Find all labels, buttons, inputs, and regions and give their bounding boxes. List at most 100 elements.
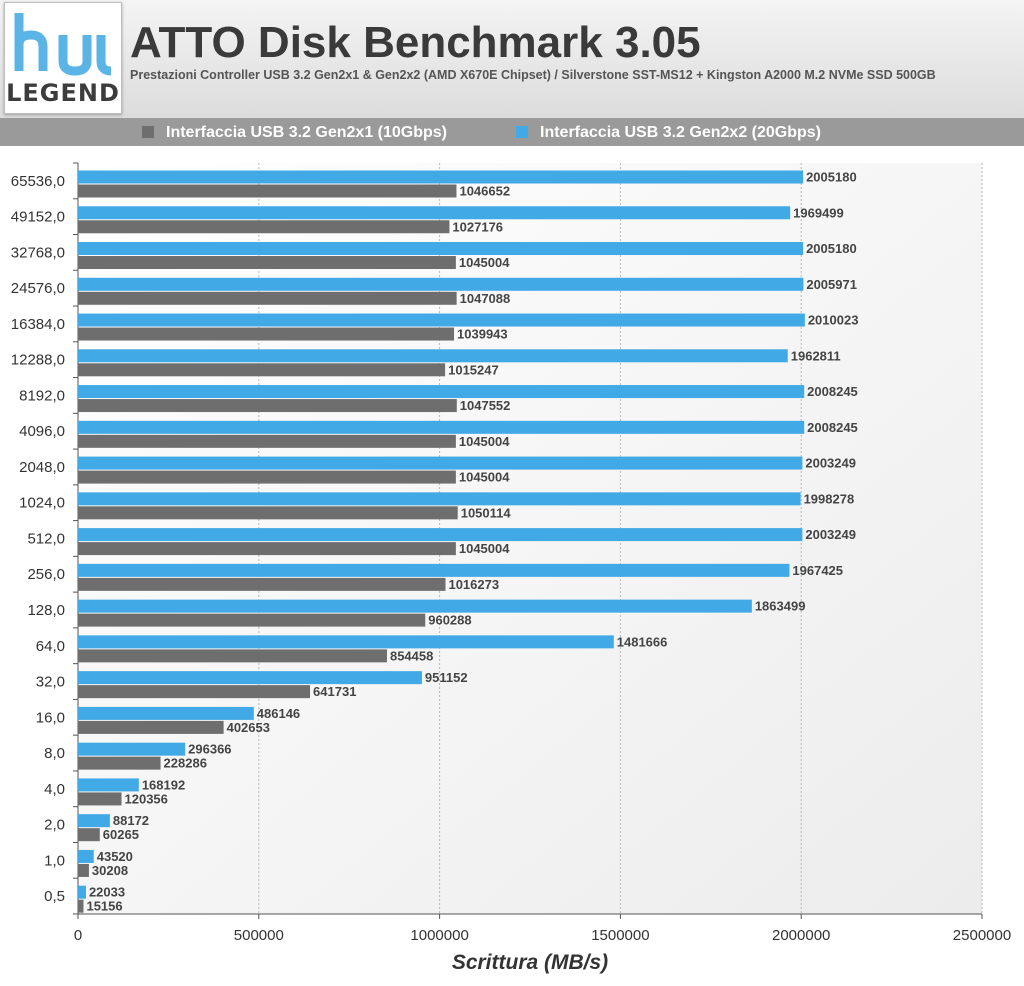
y-tick-label: 16,0 [36, 709, 65, 726]
legend-swatch-gen2x2 [516, 126, 528, 138]
data-label-gen2x1: 1045004 [459, 434, 510, 449]
data-label-gen2x1: 1045004 [459, 255, 510, 270]
bar-gen2x1 [78, 220, 450, 234]
legend-swatch-gen2x1 [142, 126, 154, 138]
bar-gen2x2 [78, 206, 791, 220]
data-label-gen2x1: 1027176 [452, 219, 503, 234]
bar-gen2x2 [78, 778, 139, 792]
bar-gen2x1 [78, 291, 457, 305]
data-label-gen2x1: 1047552 [460, 398, 511, 413]
y-tick-label: 4,0 [44, 781, 65, 798]
data-label-gen2x2: 2008245 [807, 384, 858, 399]
data-label-gen2x2: 2010023 [808, 313, 859, 328]
bar-gen2x2 [78, 492, 801, 506]
bar-gen2x1 [78, 327, 455, 341]
data-label-gen2x1: 960288 [428, 613, 471, 628]
y-tick-label: 256,0 [27, 566, 65, 583]
data-label-gen2x1: 120356 [125, 791, 168, 806]
x-tick-label: 500000 [234, 927, 284, 944]
data-label-gen2x2: 1967425 [792, 563, 843, 578]
bar-gen2x1 [78, 470, 456, 484]
logo-mark-icon [14, 13, 112, 76]
bar-gen2x1 [78, 363, 446, 377]
bar-gen2x1 [78, 399, 457, 413]
data-label-gen2x2: 22033 [89, 885, 125, 900]
legend: Interfaccia USB 3.2 Gen2x1 (10Gbps) Inte… [0, 118, 1024, 146]
y-tick-label: 1024,0 [19, 495, 65, 512]
bar-gen2x2 [78, 528, 803, 542]
data-label-gen2x1: 60265 [103, 827, 139, 842]
y-tick-label: 16384,0 [11, 316, 65, 333]
bar-gen2x1 [78, 685, 311, 699]
data-label-gen2x2: 486146 [257, 706, 300, 721]
bar-gen2x2 [78, 671, 422, 685]
bar-gen2x1 [78, 506, 458, 520]
bar-gen2x1 [78, 577, 446, 591]
x-tick-label: 2500000 [953, 927, 1011, 944]
x-tick-label: 1500000 [591, 927, 649, 944]
data-label-gen2x2: 1969499 [793, 205, 844, 220]
bar-gen2x2 [78, 313, 805, 327]
data-label-gen2x2: 2003249 [805, 456, 856, 471]
data-label-gen2x2: 88172 [113, 813, 149, 828]
chart-subtitle: Prestazioni Controller USB 3.2 Gen2x1 & … [130, 68, 936, 82]
bar-gen2x2 [78, 599, 752, 613]
data-label-gen2x2: 2005180 [806, 170, 857, 185]
y-tick-label: 2,0 [44, 817, 65, 834]
data-label-gen2x1: 854458 [390, 648, 433, 663]
bar-gen2x1 [78, 792, 122, 806]
bar-gen2x1 [78, 899, 84, 913]
data-label-gen2x1: 402653 [227, 720, 270, 735]
data-label-gen2x1: 228286 [164, 756, 207, 771]
data-label-gen2x2: 951152 [425, 670, 468, 685]
y-tick-label: 2048,0 [19, 459, 65, 476]
bar-gen2x1 [78, 542, 456, 556]
data-label-gen2x1: 1050114 [461, 505, 512, 520]
bar-gen2x2 [78, 885, 86, 899]
data-label-gen2x2: 2005971 [806, 277, 857, 292]
y-tick-label: 512,0 [27, 530, 65, 547]
legend-item-gen2x1: Interfaccia USB 3.2 Gen2x1 (10Gbps) [142, 124, 447, 142]
data-label-gen2x1: 1039943 [457, 327, 508, 342]
data-label-gen2x2: 2003249 [805, 527, 856, 542]
data-label-gen2x1: 1046652 [459, 184, 510, 199]
y-tick-label: 64,0 [36, 638, 65, 655]
data-label-gen2x1: 30208 [92, 863, 128, 878]
data-label-gen2x2: 1481666 [617, 634, 668, 649]
y-tick-label: 49152,0 [11, 209, 65, 226]
data-label-gen2x1: 1045004 [459, 541, 510, 556]
bar-gen2x2 [78, 420, 805, 434]
y-tick-label: 32768,0 [11, 244, 65, 261]
chart-header: LEGEND ATTO Disk Benchmark 3.05 Prestazi… [0, 0, 1024, 118]
data-label-gen2x2: 2005180 [806, 241, 857, 256]
data-label-gen2x2: 168192 [142, 777, 185, 792]
data-label-gen2x2: 2008245 [807, 420, 858, 435]
y-tick-label: 4096,0 [19, 423, 65, 440]
data-label-gen2x1: 15156 [86, 899, 122, 914]
x-tick-label: 0 [74, 927, 82, 944]
bar-gen2x1 [78, 720, 224, 734]
x-tick-label: 1000000 [410, 927, 468, 944]
data-label-gen2x2: 1962811 [791, 348, 841, 363]
bar-gen2x1 [78, 828, 100, 842]
bar-gen2x2 [78, 277, 804, 291]
data-label-gen2x2: 43520 [97, 849, 133, 864]
bar-gen2x2 [78, 706, 254, 720]
bar-gen2x1 [78, 863, 89, 877]
x-tick-label: 2000000 [772, 927, 830, 944]
bar-gen2x1 [78, 649, 387, 663]
legend-item-gen2x2: Interfaccia USB 3.2 Gen2x2 (20Gbps) [516, 124, 821, 142]
data-label-gen2x1: 1015247 [448, 362, 499, 377]
bar-gen2x1 [78, 756, 161, 770]
hwlegend-logo: LEGEND [4, 2, 122, 114]
bar-gen2x2 [78, 849, 94, 863]
data-label-gen2x2: 296366 [188, 742, 231, 757]
x-axis-title: Scrittura (MB/s) [452, 951, 608, 974]
bar-gen2x1 [78, 256, 456, 270]
bar-gen2x2 [78, 635, 614, 649]
data-label-gen2x1: 1045004 [459, 470, 510, 485]
data-label-gen2x1: 1047088 [460, 291, 511, 306]
legend-label-gen2x1: Interfaccia USB 3.2 Gen2x1 (10Gbps) [166, 124, 447, 141]
bar-gen2x1 [78, 184, 457, 198]
y-tick-label: 128,0 [27, 602, 65, 619]
